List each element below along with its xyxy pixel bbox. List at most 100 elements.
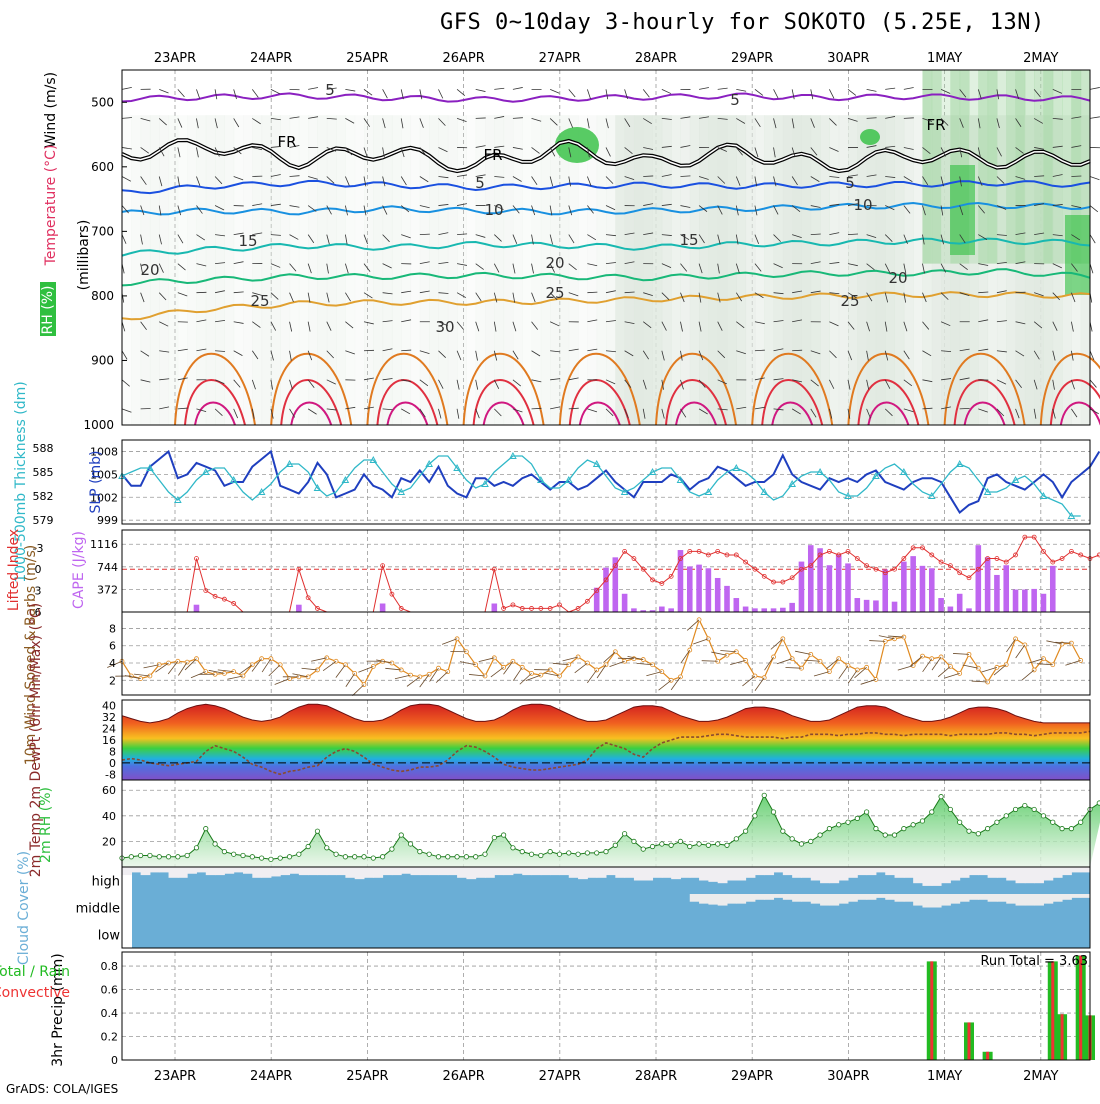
rh-marker xyxy=(315,829,319,833)
rh-maximum-blob xyxy=(860,129,880,145)
rh-shade-column xyxy=(634,115,644,425)
rh-marker xyxy=(455,855,459,859)
rh-shade-column xyxy=(783,115,793,425)
cloud-high-clear xyxy=(1062,867,1072,875)
cape-bar xyxy=(873,600,879,612)
cloud-middle-clear xyxy=(829,894,839,906)
cape-bar xyxy=(1041,594,1047,612)
cloud-high-clear xyxy=(960,867,970,878)
rh-marker xyxy=(1013,807,1017,811)
cloud-high-clear xyxy=(643,867,653,881)
cape-bar xyxy=(789,603,795,612)
axis-label-rh: RH (%) xyxy=(40,286,56,335)
axis-label-slp: SLP (mb) xyxy=(88,450,104,513)
cloud-high-clear xyxy=(1081,867,1091,872)
rh-marker xyxy=(799,842,803,846)
rh-marker xyxy=(641,847,645,851)
isotherm-label: 25 xyxy=(545,284,564,302)
rh-marker xyxy=(176,855,180,859)
cape-bar xyxy=(836,555,842,612)
cloud-high-clear xyxy=(448,867,458,875)
wind-barb xyxy=(587,670,596,683)
wind-barb xyxy=(953,653,969,654)
cloud-high-clear xyxy=(978,867,988,875)
wind-barb xyxy=(364,89,372,95)
rh-marker xyxy=(827,826,831,830)
cloud-high-clear xyxy=(504,867,514,875)
rh-marker xyxy=(781,829,785,833)
wind-barb xyxy=(702,661,718,662)
isotherm-label: 5 xyxy=(730,91,740,109)
date-label-bottom: 29APR xyxy=(731,1069,773,1084)
rh-marker xyxy=(725,843,729,847)
cloud-high-clear xyxy=(392,867,402,875)
axis-label-rh2m: 2m RH (%) xyxy=(38,787,54,863)
wind-barb xyxy=(771,639,783,650)
cape-bar xyxy=(724,586,730,612)
wind-barb xyxy=(923,659,932,672)
rh-tick-label: 60 xyxy=(102,784,116,797)
wind-barb xyxy=(814,672,829,676)
wind-barb xyxy=(134,674,150,676)
cloud-middle-clear xyxy=(941,894,951,906)
wind-barb xyxy=(1090,235,1095,244)
rh-maximum-blob xyxy=(1065,215,1090,295)
cloud-high-clear xyxy=(438,867,448,875)
rh-marker xyxy=(809,839,813,843)
rh-marker xyxy=(576,852,580,856)
cloud-high-clear xyxy=(373,867,383,878)
rh-shade-column xyxy=(643,115,653,425)
cloud-high-clear xyxy=(699,867,709,881)
wind-barb xyxy=(308,88,318,90)
cloud-high-clear xyxy=(513,867,523,874)
cape-bar xyxy=(864,600,870,612)
rh-marker xyxy=(371,856,375,860)
cloud-middle-clear xyxy=(746,894,756,902)
wind-barb xyxy=(227,676,243,679)
rh-shade-high xyxy=(932,70,942,264)
cloud-high-clear xyxy=(355,867,365,879)
date-label-top: 30APR xyxy=(827,51,869,66)
rh-shade-column xyxy=(206,115,216,425)
cape-bar xyxy=(827,565,833,612)
wind-barb xyxy=(1090,87,1100,89)
cape-bar xyxy=(910,556,916,612)
cloud-high-clear xyxy=(774,867,784,872)
rh-tick-label: 20 xyxy=(102,835,116,848)
cape-bar xyxy=(855,598,861,612)
wind-barb xyxy=(383,89,388,98)
rh-marker xyxy=(734,837,738,841)
rh-marker xyxy=(706,843,710,847)
rh-marker xyxy=(436,855,440,859)
cloud-high-clear xyxy=(801,867,811,878)
rh-shade-column xyxy=(187,115,197,425)
cloud-high-clear xyxy=(895,867,905,878)
wind-barb xyxy=(587,292,597,293)
pressure-tick-label: 600 xyxy=(91,160,114,174)
wind-barb xyxy=(345,89,355,91)
rh-marker xyxy=(995,820,999,824)
wind-barb xyxy=(491,667,504,677)
cloud-high-clear xyxy=(141,867,151,875)
rh-marker xyxy=(930,810,934,814)
rh-shade-column xyxy=(355,115,365,425)
wind-barb xyxy=(774,89,779,98)
isotherm-label: 25 xyxy=(840,292,859,310)
cape-bar xyxy=(966,608,972,612)
isotherm-label: 30 xyxy=(435,318,454,336)
legend-total-rain: Total / Rain xyxy=(0,964,70,980)
cloud-high-clear xyxy=(1043,867,1053,881)
cape-bar xyxy=(668,608,674,612)
cloud-high-clear xyxy=(932,867,942,886)
cloud-high-clear xyxy=(169,867,179,878)
rh-shade-column xyxy=(243,115,253,425)
cloud-middle-clear xyxy=(774,894,784,898)
rh-shade-column xyxy=(708,115,718,425)
wind-barb xyxy=(352,685,364,696)
wind-tick-label: 8 xyxy=(109,622,116,635)
cloud-high-clear xyxy=(941,867,951,883)
rh-shade-column xyxy=(159,115,169,425)
cloud-high-clear xyxy=(234,867,244,872)
wind-barb xyxy=(1090,117,1100,119)
rh-marker xyxy=(669,843,673,847)
